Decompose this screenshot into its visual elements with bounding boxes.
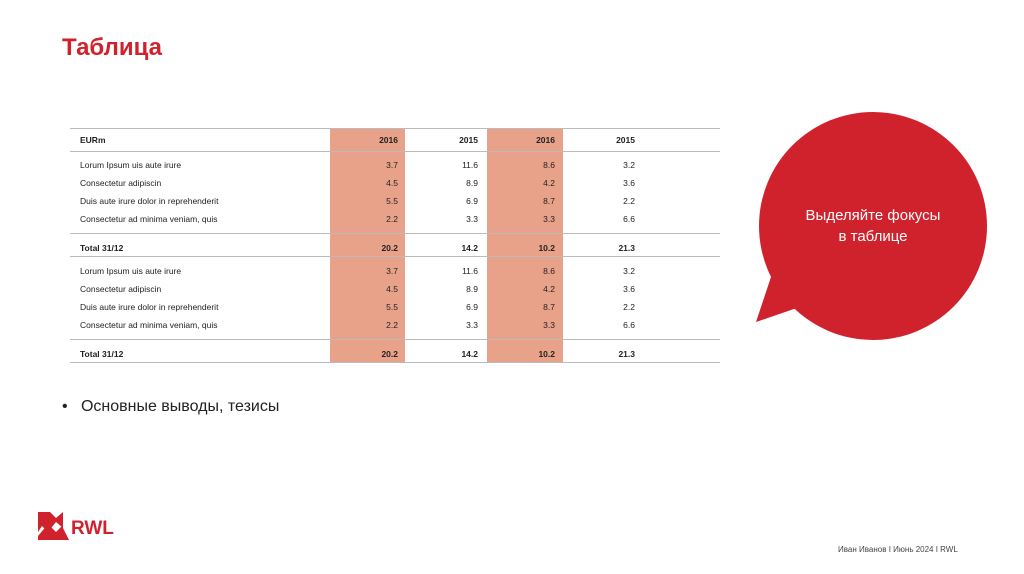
cell-value: 6.9 [466, 302, 478, 312]
total-value: 14.2 [461, 349, 478, 359]
total-value: 10.2 [538, 243, 555, 253]
row-label: Consectetur ad minima veniam, quis [80, 320, 218, 330]
row-label: Lorum Ipsum uis aute irure [80, 266, 182, 276]
table-row: Consectetur ad minima veniam, quis 2.2 3.3… [70, 210, 720, 228]
header-cell: 2015 [459, 135, 478, 145]
row-label: Consectetur adipiscin [80, 284, 162, 294]
table-row: Lorum Ipsum uis aute irure 3.7 11.6 8.6 3.2 [70, 156, 720, 174]
cell-value: 2.2 [386, 214, 398, 224]
cell-value: 6.6 [623, 320, 635, 330]
cell-value: 8.7 [543, 302, 555, 312]
total-value: 21.3 [618, 243, 635, 253]
cell-value: 3.2 [623, 160, 635, 170]
cell-value: 4.2 [543, 284, 555, 294]
cell-value: 3.7 [386, 160, 398, 170]
total-row: Total 31/12 20.2 14.2 10.2 21.3 [70, 345, 720, 363]
row-label: Lorum Ipsum uis aute irure [80, 160, 182, 170]
cell-value: 4.2 [543, 178, 555, 188]
cell-value: 11.6 [462, 266, 478, 276]
cell-value: 3.3 [466, 214, 478, 224]
cell-value: 8.9 [466, 284, 478, 294]
cell-value: 2.2 [623, 196, 635, 206]
cell-value: 8.9 [466, 178, 478, 188]
cell-value: 4.5 [386, 178, 398, 188]
divider [70, 362, 720, 363]
svg-text:RWL: RWL [71, 518, 114, 539]
row-label: Duis aute irure dolor in reprehenderit [80, 302, 219, 312]
total-value: 21.3 [618, 349, 635, 359]
table-row: Consectetur adipiscin 4.5 8.9 4.2 3.6 [70, 280, 720, 298]
table-row: Consectetur adipiscin 4.5 8.9 4.2 3.6 [70, 174, 720, 192]
callout-text: Выделяйте фокусы в таблице [760, 205, 986, 247]
row-label: Consectetur ad minima veniam, quis [80, 214, 218, 224]
total-label: Total 31/12 [80, 243, 124, 253]
divider [70, 339, 720, 340]
callout-line: Выделяйте фокусы [805, 207, 941, 224]
header-cell: 2016 [536, 135, 555, 145]
footer-text: Иван Иванов I Июнь 2024 I RWL [838, 545, 958, 554]
total-value: 20.2 [381, 349, 398, 359]
divider [70, 233, 720, 234]
cell-value: 3.3 [466, 320, 478, 330]
table-row: Lorum Ipsum uis aute irure 3.7 11.6 8.6 3.2 [70, 262, 720, 280]
cell-value: 3.2 [623, 266, 635, 276]
cell-value: 3.6 [623, 284, 635, 294]
row-label: Duis aute irure dolor in reprehenderit [80, 196, 219, 206]
cell-value: 3.3 [543, 214, 555, 224]
header-cell: 2015 [616, 135, 635, 145]
cell-value: 2.2 [386, 320, 398, 330]
row-label: Consectetur adipiscin [80, 178, 162, 188]
callout-bubble [756, 112, 987, 340]
header-row: EURm 2016 2015 2016 2015 [70, 131, 720, 149]
cell-value: 5.5 [386, 302, 398, 312]
cell-value: 3.6 [623, 178, 635, 188]
total-row: Total 31/12 20.2 14.2 10.2 21.3 [70, 239, 720, 257]
cell-value: 3.7 [386, 266, 398, 276]
unit-label: EURm [80, 135, 106, 145]
rwl-logo: RWL [38, 510, 128, 547]
table-row: Consectetur ad minima veniam, quis 2.2 3.3… [70, 316, 720, 334]
highlight-column-3 [487, 128, 563, 363]
page-title: Таблица [62, 34, 163, 61]
table-row: Duis aute irure dolor in reprehenderit 5.… [70, 192, 720, 210]
table-row: Duis aute irure dolor in reprehenderit 5.… [70, 298, 720, 316]
cell-value: 4.5 [386, 284, 398, 294]
total-value: 10.2 [538, 349, 555, 359]
divider [70, 128, 720, 129]
divider [70, 256, 720, 257]
cell-value: 6.6 [623, 214, 635, 224]
cell-value: 11.6 [462, 160, 478, 170]
highlight-column-1 [330, 128, 405, 363]
callout-line: в таблице [838, 228, 908, 245]
bullet-item: • Основные выводы, тезисы [62, 398, 280, 415]
cell-value: 3.3 [543, 320, 555, 330]
cell-value: 8.7 [543, 196, 555, 206]
bullet-text: Основные выводы, тезисы [80, 398, 280, 415]
header-cell: 2016 [379, 135, 398, 145]
cell-value: 5.5 [386, 196, 398, 206]
divider [70, 151, 720, 152]
cell-value: 2.2 [623, 302, 635, 312]
cell-value: 8.6 [543, 266, 555, 276]
cell-value: 6.9 [466, 196, 478, 206]
total-label: Total 31/12 [80, 349, 124, 359]
cell-value: 8.6 [543, 160, 555, 170]
total-value: 14.2 [461, 243, 478, 253]
total-value: 20.2 [381, 243, 398, 253]
